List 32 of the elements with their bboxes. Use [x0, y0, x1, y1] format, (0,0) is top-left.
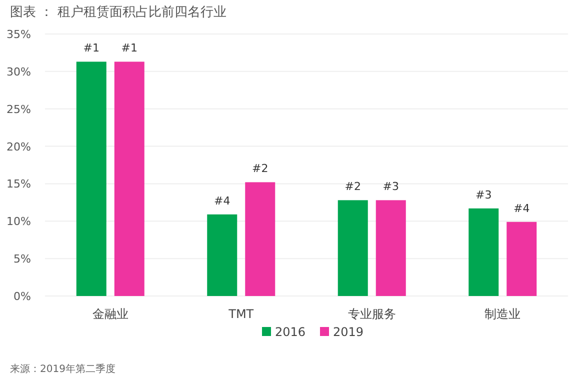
bar: [76, 62, 106, 296]
x-tick-label: TMT: [228, 307, 254, 321]
annotation: #1: [121, 42, 138, 55]
x-tick-label: 专业服务: [348, 307, 396, 321]
y-tick-label: 30%: [6, 65, 31, 78]
x-tick-label: 金融业: [92, 307, 128, 321]
legend-label: 2019: [333, 325, 364, 339]
annotation: #2: [252, 162, 268, 176]
y-tick-label: 20%: [6, 140, 31, 154]
bar: [468, 208, 499, 296]
y-tick-label: 0%: [14, 290, 31, 303]
bar: [376, 200, 406, 296]
legend-label: 2016: [275, 325, 306, 339]
x-tick-label: 制造业: [484, 307, 521, 321]
annotation: #3: [382, 180, 399, 194]
bar: [506, 222, 537, 296]
source-note: 来源：2019年第二季度: [10, 363, 116, 375]
bar: [245, 182, 276, 296]
annotation: #3: [476, 188, 492, 202]
annotation: #4: [214, 194, 230, 208]
chart-title: 图表 ： 租户租赁面积占比前四名行业: [10, 5, 226, 20]
bar: [338, 200, 368, 296]
annotation: #2: [344, 180, 361, 194]
y-tick-label: 5%: [14, 252, 31, 266]
bar: [114, 62, 144, 296]
annotation: #1: [83, 42, 100, 55]
y-tick-label: 35%: [6, 28, 31, 41]
y-tick-label: 15%: [6, 178, 31, 191]
y-tick-label: 10%: [6, 215, 31, 228]
bar: [207, 214, 238, 296]
annotation: #4: [514, 202, 530, 215]
y-tick-label: 25%: [6, 102, 31, 116]
